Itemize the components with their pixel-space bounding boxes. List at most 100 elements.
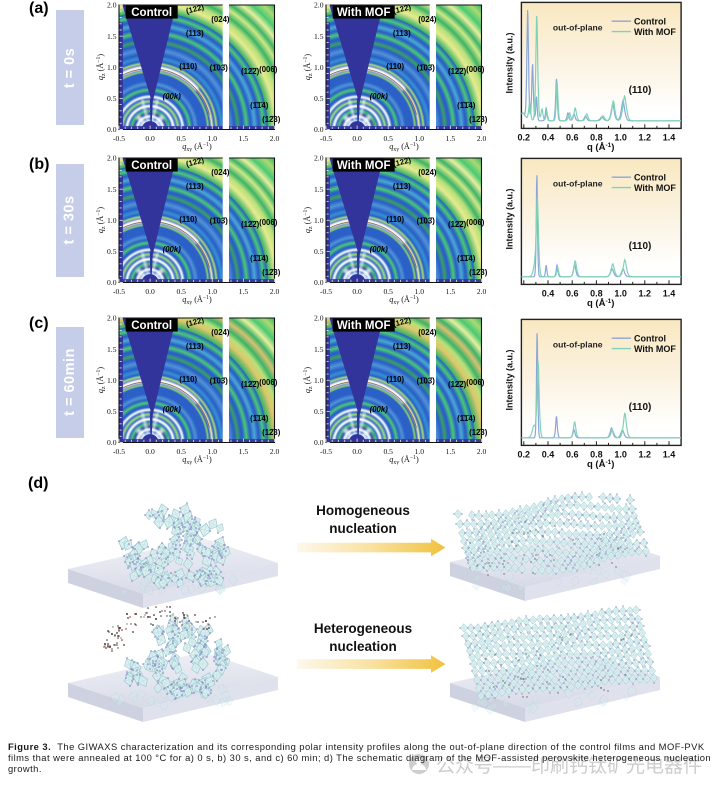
svg-text:(1̄03̄): (1̄03̄) [416, 376, 435, 385]
svg-text:0.4: 0.4 [542, 133, 555, 143]
svg-text:With MOF: With MOF [337, 320, 391, 332]
svg-text:With MOF: With MOF [337, 160, 391, 172]
svg-text:0.6: 0.6 [566, 289, 579, 299]
svg-text:0.0: 0.0 [145, 134, 155, 143]
svg-text:1.5: 1.5 [238, 134, 248, 143]
svg-text:(00k): (00k) [162, 92, 181, 101]
svg-text:(1̄1̄4): (1̄1̄4) [250, 254, 269, 263]
svg-text:1.0: 1.0 [314, 215, 324, 224]
svg-text:-0.5: -0.5 [113, 287, 125, 296]
svg-text:2.0: 2.0 [314, 1, 324, 10]
svg-text:(122): (122) [392, 2, 412, 15]
svg-text:(113): (113) [393, 342, 411, 351]
svg-text:qz (Å−1): qz (Å−1) [303, 206, 314, 233]
svg-text:0.0: 0.0 [145, 287, 155, 296]
svg-text:2.0: 2.0 [269, 287, 279, 296]
svg-text:0.0: 0.0 [107, 278, 117, 287]
svg-text:qz (Å−1): qz (Å−1) [96, 206, 107, 233]
svg-text:(1̄03̄): (1̄03̄) [209, 216, 228, 225]
svg-text:1.0: 1.0 [614, 289, 627, 299]
svg-text:(113): (113) [186, 182, 204, 191]
svg-text:1.5: 1.5 [107, 345, 117, 354]
svg-text:qxy (Å−1): qxy (Å−1) [389, 295, 419, 305]
svg-text:0.0: 0.0 [314, 125, 324, 134]
svg-text:(00k): (00k) [162, 245, 181, 254]
svg-text:(006): (006) [259, 378, 278, 387]
svg-text:1.0: 1.0 [314, 376, 324, 385]
svg-text:(024): (024) [418, 168, 437, 177]
svg-text:1.5: 1.5 [107, 32, 117, 41]
svg-text:2.0: 2.0 [107, 1, 117, 10]
svg-text:0.2: 0.2 [518, 449, 531, 459]
svg-text:1.0: 1.0 [614, 449, 627, 459]
svg-text:2.0: 2.0 [314, 153, 324, 162]
svg-text:(110): (110) [629, 85, 652, 96]
svg-text:0.6: 0.6 [566, 449, 579, 459]
svg-text:(12̄3): (12̄3) [262, 268, 281, 277]
svg-text:0.5: 0.5 [176, 447, 186, 456]
svg-text:1.0: 1.0 [207, 287, 217, 296]
svg-text:Control: Control [131, 7, 172, 19]
svg-text:0.5: 0.5 [107, 94, 117, 103]
svg-text:qz (Å−1): qz (Å−1) [303, 54, 314, 81]
svg-text:(1̄03̄): (1̄03̄) [416, 64, 435, 73]
svg-text:1.4: 1.4 [663, 133, 676, 143]
svg-text:0.4: 0.4 [542, 449, 555, 459]
svg-text:Control: Control [634, 172, 666, 182]
svg-text:0.0: 0.0 [314, 278, 324, 287]
svg-text:2.0: 2.0 [107, 313, 117, 322]
svg-text:Control: Control [634, 16, 666, 26]
svg-text:0.0: 0.0 [107, 438, 117, 447]
svg-text:1.4: 1.4 [663, 449, 676, 459]
svg-text:(110): (110) [179, 375, 197, 384]
svg-text:2.0: 2.0 [314, 313, 324, 322]
svg-text:(113): (113) [393, 182, 411, 191]
svg-text:1.5: 1.5 [445, 447, 455, 456]
svg-text:1.0: 1.0 [614, 133, 627, 143]
svg-text:(00k): (00k) [369, 405, 388, 414]
svg-text:(122): (122) [392, 155, 412, 168]
svg-text:(12̄2̄): (12̄2̄) [241, 67, 260, 76]
svg-text:1.2: 1.2 [639, 133, 652, 143]
svg-text:0.0: 0.0 [352, 134, 362, 143]
svg-text:Control: Control [131, 160, 172, 172]
svg-text:(1̄03̄): (1̄03̄) [416, 216, 435, 225]
svg-text:(110): (110) [386, 215, 404, 224]
svg-text:(12̄3): (12̄3) [469, 268, 488, 277]
svg-text:(12̄2̄): (12̄2̄) [241, 380, 260, 389]
svg-text:out-of-plane: out-of-plane [553, 23, 603, 33]
svg-text:(110): (110) [386, 375, 404, 384]
svg-text:(110): (110) [629, 241, 652, 252]
svg-text:1.5: 1.5 [238, 287, 248, 296]
svg-text:1.0: 1.0 [207, 447, 217, 456]
svg-text:0.6: 0.6 [566, 133, 579, 143]
svg-text:(1̄1̄4): (1̄1̄4) [457, 414, 476, 423]
svg-text:-0.5: -0.5 [320, 287, 332, 296]
svg-text:1.5: 1.5 [445, 287, 455, 296]
svg-text:0.5: 0.5 [383, 287, 393, 296]
svg-text:1.5: 1.5 [238, 447, 248, 456]
svg-text:(110): (110) [629, 402, 652, 413]
svg-text:q (Å-1): q (Å-1) [587, 298, 614, 308]
svg-text:Intensity (a.u.): Intensity (a.u.) [504, 349, 514, 410]
svg-text:Control: Control [634, 333, 666, 343]
svg-text:0.0: 0.0 [352, 447, 362, 456]
svg-text:(024): (024) [211, 15, 230, 24]
svg-text:1.5: 1.5 [314, 32, 324, 41]
svg-text:(122): (122) [185, 155, 205, 168]
svg-text:qz (Å−1): qz (Å−1) [96, 54, 107, 81]
svg-text:1.0: 1.0 [314, 63, 324, 72]
svg-text:0.5: 0.5 [176, 287, 186, 296]
svg-text:(12̄3): (12̄3) [262, 428, 281, 437]
svg-text:(12̄3): (12̄3) [262, 115, 281, 124]
svg-text:1.0: 1.0 [107, 376, 117, 385]
svg-text:(12̄2̄): (12̄2̄) [448, 67, 467, 76]
svg-text:1.5: 1.5 [314, 184, 324, 193]
svg-text:0.5: 0.5 [314, 407, 324, 416]
svg-text:(006): (006) [259, 218, 278, 227]
svg-text:qxy (Å−1): qxy (Å−1) [389, 142, 419, 152]
svg-text:With MOF: With MOF [634, 183, 676, 193]
svg-text:1.0: 1.0 [107, 215, 117, 224]
svg-text:With MOF: With MOF [634, 27, 676, 37]
svg-text:2.0: 2.0 [476, 447, 486, 456]
